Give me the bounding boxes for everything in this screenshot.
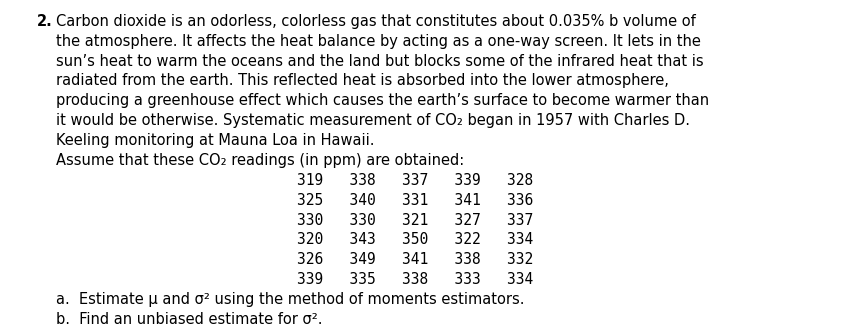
- Text: 2.: 2.: [37, 14, 53, 29]
- Text: 325   340   331   341   336: 325 340 331 341 336: [296, 193, 533, 208]
- Text: 330   330   321   327   337: 330 330 321 327 337: [296, 213, 533, 228]
- Text: the atmosphere. It affects the heat balance by acting as a one-way screen. It le: the atmosphere. It affects the heat bala…: [56, 34, 700, 49]
- Text: 319   338   337   339   328: 319 338 337 339 328: [296, 173, 533, 188]
- Text: radiated from the earth. This reflected heat is absorbed into the lower atmosphe: radiated from the earth. This reflected …: [56, 73, 668, 88]
- Text: 326   349   341   338   332: 326 349 341 338 332: [296, 252, 533, 267]
- Text: 339   335   338   333   334: 339 335 338 333 334: [296, 272, 533, 287]
- Text: producing a greenhouse effect which causes the earth’s surface to become warmer : producing a greenhouse effect which caus…: [56, 93, 709, 108]
- Text: it would be otherwise. Systematic measurement of CO₂ began in 1957 with Charles : it would be otherwise. Systematic measur…: [56, 113, 689, 128]
- Text: Keeling monitoring at Mauna Loa in Hawaii.: Keeling monitoring at Mauna Loa in Hawai…: [56, 133, 374, 148]
- Text: Assume that these CO₂ readings (in ppm) are obtained:: Assume that these CO₂ readings (in ppm) …: [56, 153, 464, 168]
- Text: Carbon dioxide is an odorless, colorless gas that constitutes about 0.035% b vol: Carbon dioxide is an odorless, colorless…: [56, 14, 695, 29]
- Text: 320   343   350   322   334: 320 343 350 322 334: [296, 232, 533, 247]
- Text: b.  Find an unbiased estimate for σ².: b. Find an unbiased estimate for σ².: [56, 312, 322, 325]
- Text: a.  Estimate μ and σ² using the method of moments estimators.: a. Estimate μ and σ² using the method of…: [56, 292, 523, 307]
- Text: sun’s heat to warm the oceans and the land but blocks some of the infrared heat : sun’s heat to warm the oceans and the la…: [56, 54, 703, 69]
